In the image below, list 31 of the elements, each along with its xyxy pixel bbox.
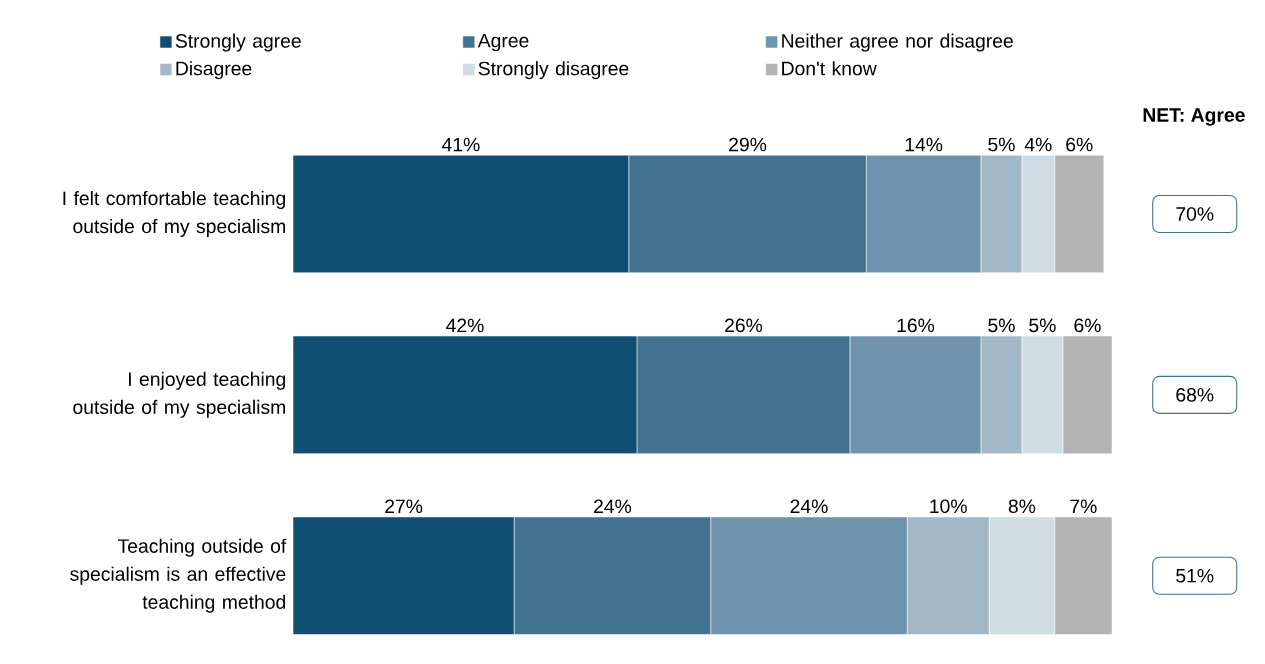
data-label: 41% [441,137,480,152]
text: 70% [1176,207,1214,221]
data-label: 6% [1074,318,1101,333]
text: NET: Agree [1143,108,1245,126]
data-label: 24% [790,499,828,514]
data-label: 5% [988,318,1015,333]
data-label: 7% [1070,499,1097,514]
text: 68% [1176,388,1214,402]
data-label: 8% [1008,499,1036,514]
data-label: 10% [930,499,967,514]
y-tick-label: I enjoyed teaching outside of my specialism [73,371,286,418]
data-label: 14% [905,137,943,152]
legend-label: Don't know [782,61,877,76]
y-tick-label: Teaching outside of specialism is an effective teaching method [70,538,287,613]
legend-label: Strongly agree [175,33,301,52]
data-label: 29% [729,137,767,152]
legend-label: Neither agree nor disagree [782,33,1013,52]
legend-label: Disagree [176,61,252,80]
text: 51% [1176,568,1214,583]
data-label: 6% [1066,137,1093,152]
data-label: 5% [1029,318,1056,333]
data-label: 16% [897,318,935,333]
data-label: 4% [1024,137,1052,152]
legend-label: Agree [477,33,529,52]
data-label: 24% [594,499,632,514]
data-label: 42% [446,318,484,333]
legend-label: Strongly disagree [478,61,629,80]
data-label: 26% [725,318,763,333]
data-label: 27% [385,499,423,514]
y-tick-label: I felt comfortable teaching outside of my specialism [63,190,286,237]
data-label: 5% [988,137,1015,152]
